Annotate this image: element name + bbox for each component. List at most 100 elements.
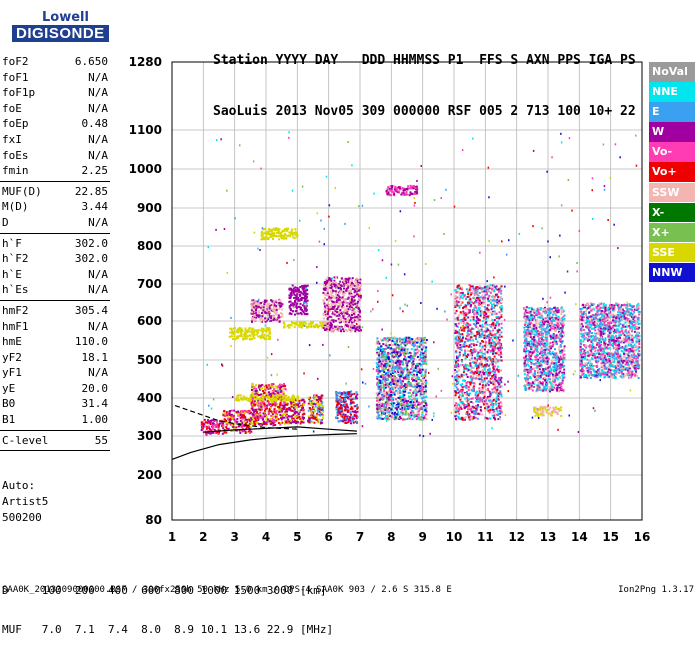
echo-pixel	[466, 382, 468, 384]
echo-pixel	[499, 311, 501, 313]
echo-pixel	[465, 305, 467, 307]
echo-pixel	[399, 337, 401, 339]
echo-pixel	[414, 353, 416, 355]
echo-pixel	[500, 302, 502, 304]
echo-pixel	[264, 406, 266, 408]
echo-pixel	[354, 410, 356, 412]
echo-pixel	[319, 415, 321, 417]
echo-pixel	[405, 359, 407, 361]
echo-pixel	[251, 402, 253, 404]
echo-pixel	[472, 390, 474, 392]
echo-pixel	[456, 363, 458, 365]
echo-pixel	[347, 407, 349, 409]
echo-pixel	[294, 409, 296, 411]
echo-pixel	[545, 357, 547, 359]
echo-pixel	[483, 337, 485, 339]
echo-pixel	[495, 294, 497, 296]
echo-pixel	[549, 309, 551, 311]
echo-pixel	[222, 414, 224, 416]
echo-pixel	[462, 337, 464, 339]
echo-pixel	[544, 361, 546, 363]
echo-pixel	[473, 382, 475, 384]
echo-pixel	[232, 415, 234, 417]
echo-pixel	[398, 352, 400, 354]
echo-pixel	[537, 323, 539, 325]
echo-pixel	[495, 404, 497, 406]
x-tick-label: 9	[418, 530, 426, 544]
echo-pixel	[402, 419, 404, 421]
echo-pixel	[459, 336, 461, 338]
echo-pixel	[423, 405, 425, 407]
echo-pixel	[561, 317, 563, 319]
echo-pixel	[387, 369, 389, 371]
echo-pixel	[392, 367, 394, 369]
echo-pixel	[407, 348, 409, 350]
echo-pixel	[394, 349, 396, 351]
echo-pixel	[405, 374, 407, 376]
echo-pixel	[309, 400, 311, 402]
echo-pixel	[203, 423, 205, 425]
echo-pixel	[549, 367, 551, 369]
echo-pixel	[472, 387, 474, 389]
echo-pixel	[524, 313, 526, 315]
echo-pixel	[459, 294, 461, 296]
echo-pixel	[532, 382, 534, 384]
echo-pixel	[479, 299, 481, 301]
echo-pixel	[345, 414, 347, 416]
echo-pixel	[419, 359, 421, 361]
echo-pixel	[337, 399, 339, 401]
echo-pixel	[466, 411, 468, 413]
echo-pixel	[352, 411, 354, 413]
echo-pixel	[491, 319, 493, 321]
echo-pixel	[392, 340, 394, 342]
echo-pixel	[484, 353, 486, 355]
echo-pixel	[547, 308, 549, 310]
y-tick-label: 1000	[129, 162, 162, 176]
echo-pixel	[484, 378, 486, 380]
echo-pixel	[391, 398, 393, 400]
echo-pixel	[207, 419, 209, 421]
echo-pixel	[260, 388, 262, 390]
echo-pixel	[318, 398, 320, 400]
echo-pixel	[542, 353, 544, 355]
echo-pixel	[552, 319, 554, 321]
echo-pixel	[219, 423, 221, 425]
echo-pixel	[501, 336, 503, 338]
echo-pixel	[223, 410, 225, 412]
echo-pixel	[492, 415, 494, 417]
echo-pixel	[399, 365, 401, 367]
echo-pixel	[544, 362, 546, 364]
echo-pixel	[350, 414, 352, 416]
echo-pixel	[414, 355, 416, 357]
echo-pixel	[488, 340, 490, 342]
echo-pixel	[344, 409, 346, 411]
echo-pixel	[399, 395, 401, 397]
echo-pixel	[480, 406, 482, 408]
echo-pixel	[395, 407, 397, 409]
echo-pixel	[346, 422, 348, 424]
echo-pixel	[484, 394, 486, 396]
echo-pixel	[487, 406, 489, 408]
echo-pixel	[389, 404, 391, 406]
echo-pixel	[494, 356, 496, 358]
echo-pixel	[391, 350, 393, 352]
echo-pixel	[424, 400, 426, 402]
echo-pixel	[476, 310, 478, 312]
echo-pixel	[547, 324, 549, 326]
echo-pixel	[425, 346, 427, 348]
echo-pixel	[421, 354, 423, 356]
echo-pixel	[270, 423, 272, 425]
echo-pixel	[335, 416, 337, 418]
echo-pixel	[455, 289, 457, 291]
echo-pixel	[465, 387, 467, 389]
echo-pixel	[495, 313, 497, 315]
echo-pixel	[501, 395, 503, 397]
echo-pixel	[273, 411, 275, 413]
echo-pixel	[551, 328, 553, 330]
echo-pixel	[392, 364, 394, 366]
echo-pixel	[482, 392, 484, 394]
echo-pixel	[474, 305, 476, 307]
echo-pixel	[255, 388, 257, 390]
echo-pixel	[424, 360, 426, 362]
echo-pixel	[389, 344, 391, 346]
